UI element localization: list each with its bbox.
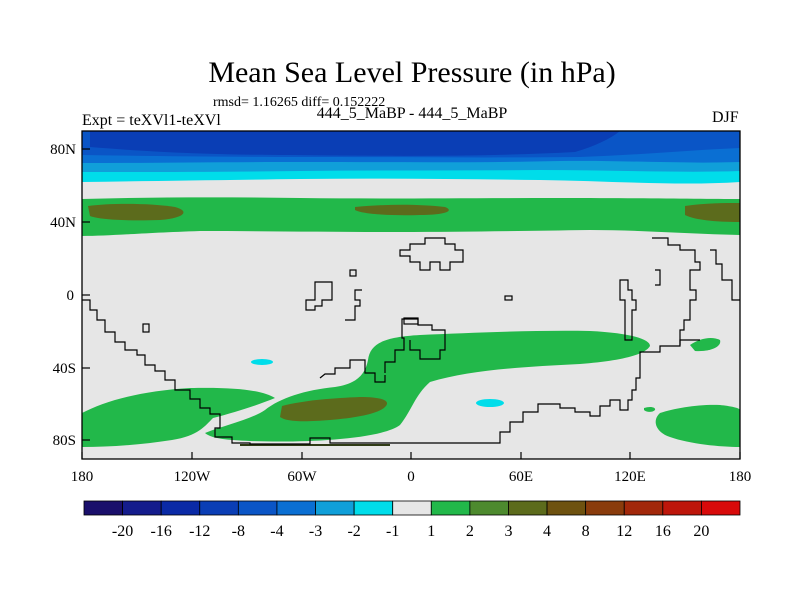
coastline-arabia — [305, 281, 333, 311]
cyan-patch-east — [476, 399, 504, 407]
island-3 — [504, 295, 513, 301]
colorbar-swatch — [469, 500, 509, 516]
colorbar-swatch — [83, 500, 123, 516]
plot-title: Mean Sea Level Pressure (in hPa) — [208, 56, 616, 89]
colorbar-swatch — [237, 500, 278, 516]
colorbar-swatches — [83, 500, 741, 516]
south-green-far-east — [655, 404, 740, 447]
colorbar-label: 2 — [466, 523, 474, 540]
experiment-label: Expt = teXVl1-teXVl — [82, 112, 221, 129]
y-tick-label-80n: 80N — [50, 142, 76, 158]
colorbar-label: 20 — [693, 523, 709, 540]
x-tick-label-120e: 120E — [614, 469, 646, 485]
colorbar-label: -20 — [112, 523, 133, 540]
y-tick-label-40s: 40S — [53, 361, 76, 377]
stats-label: rmsd= 1.16265 diff= 0.152222 — [213, 95, 386, 110]
north-olive-center — [355, 204, 449, 216]
colorbar-swatch — [585, 500, 625, 516]
island-2 — [349, 269, 357, 277]
colorbar-swatch — [508, 500, 548, 516]
colorbar-label: -16 — [151, 523, 172, 540]
y-axis: 80N 40N 0 40S 80S — [50, 142, 90, 449]
x-tick-label-180w: 180 — [71, 469, 94, 485]
colorbar-swatch — [430, 500, 471, 516]
island-1 — [142, 323, 150, 333]
colorbar-label: -2 — [347, 523, 360, 540]
coastline-south-america — [82, 299, 700, 445]
x-tick-label-0: 0 — [407, 469, 415, 485]
colorbar-label: -8 — [232, 523, 245, 540]
colorbar-label: -1 — [386, 523, 399, 540]
colorbar-swatch — [623, 500, 664, 516]
colorbar-label: -12 — [189, 523, 210, 540]
colorbar-swatch — [662, 500, 702, 516]
north-green-belt — [82, 197, 740, 236]
island-4 — [403, 317, 419, 325]
comparison-label: 444_5_MaBP - 444_5_MaBP — [316, 105, 508, 122]
colorbar-swatch — [122, 500, 162, 516]
coastline-africa — [384, 318, 446, 373]
north-olive-east — [685, 203, 740, 222]
colorbar-label: -3 — [309, 523, 322, 540]
colorbar-swatch — [315, 500, 355, 516]
coastline-mideast — [345, 289, 362, 321]
south-green-east — [690, 337, 721, 352]
antarctic-strip — [240, 444, 390, 446]
colorbar: -20 -16 -12 -8 -4 -3 -2 -1 1 2 3 4 8 12 16 20 — [83, 500, 741, 540]
colorbar-label: 4 — [543, 523, 551, 540]
colorbar-swatch — [353, 500, 394, 516]
y-tick-label-80s: 80S — [53, 433, 76, 449]
season-label: DJF — [712, 109, 739, 126]
x-tick-label-60w: 60W — [287, 469, 317, 485]
cyan-patch-west — [251, 359, 273, 365]
colorbar-label: 12 — [616, 523, 632, 540]
colorbar-labels: -20 -16 -12 -8 -4 -3 -2 -1 1 2 3 4 8 12 16 20 — [112, 523, 709, 540]
x-tick-label-180e: 180 — [729, 469, 752, 485]
colorbar-swatch — [199, 500, 239, 516]
coastline-europe-asia — [399, 237, 464, 271]
coastline-east-asia — [619, 279, 637, 341]
darkest-blue-core — [90, 131, 620, 156]
south-green-small — [644, 406, 656, 412]
coastline-central-west — [319, 359, 386, 383]
y-tick-label-0: 0 — [67, 288, 75, 304]
colorbar-label: 1 — [427, 523, 435, 540]
south-olive-core — [280, 397, 388, 422]
coastline-east-asia-2 — [652, 237, 701, 345]
colorbar-swatch — [392, 500, 432, 516]
colorbar-label: 16 — [655, 523, 671, 540]
north-olive-west — [88, 203, 184, 221]
x-tick-label-120w: 120W — [174, 469, 212, 485]
colorbar-label: -4 — [270, 523, 283, 540]
coastline-pacific-1 — [655, 269, 661, 286]
colorbar-label: 8 — [582, 523, 590, 540]
x-tick-label-60e: 60E — [509, 469, 533, 485]
colorbar-swatch — [701, 500, 741, 516]
colorbar-swatch — [160, 500, 201, 516]
coastline-east-asia-3 — [710, 249, 740, 301]
colorbar-swatch — [546, 500, 587, 516]
coastlines — [82, 237, 740, 445]
x-axis: 180 120W 60W 0 60E 120E 180 — [71, 452, 752, 485]
colorbar-swatch — [276, 500, 316, 516]
colorbar-label: 3 — [504, 523, 512, 540]
south-green-west — [82, 387, 275, 447]
pressure-field — [82, 131, 740, 459]
y-tick-label-40n: 40N — [50, 215, 76, 231]
